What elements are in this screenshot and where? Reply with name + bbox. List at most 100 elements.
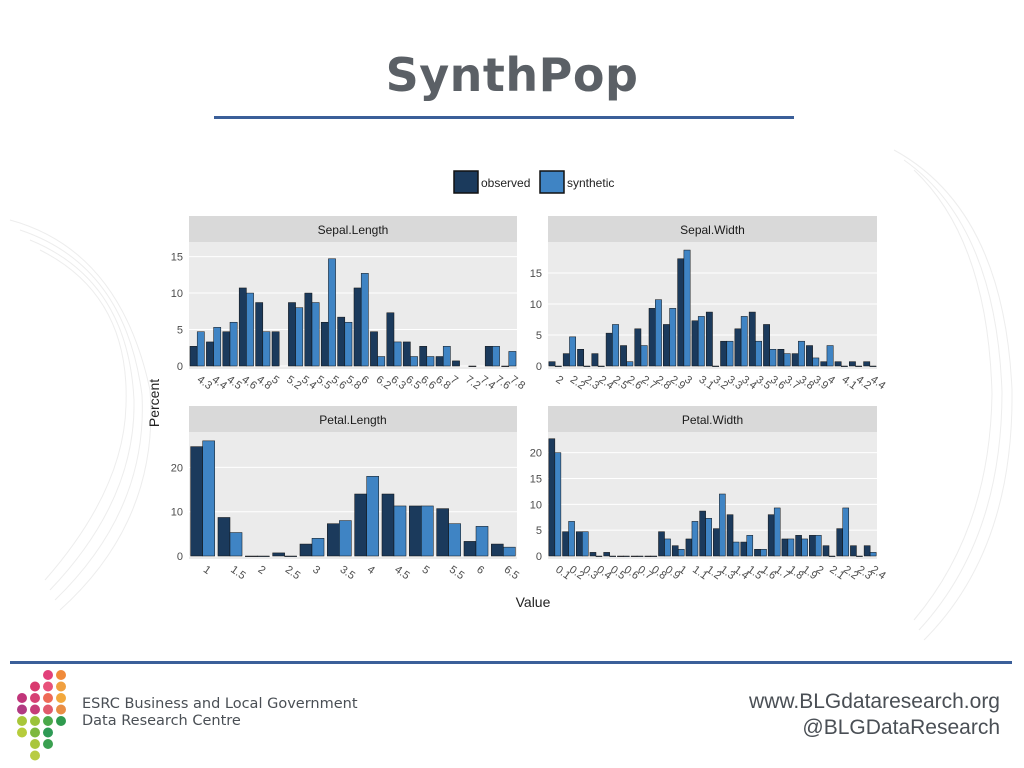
logo-dot: [30, 727, 40, 738]
bar-synthetic: [855, 365, 863, 367]
bar-observed: [589, 552, 597, 557]
bar-synthetic: [410, 356, 418, 367]
bar-observed: [630, 555, 638, 557]
logo-dot: [43, 693, 53, 703]
bar-synthetic: [442, 346, 451, 367]
bar-synthetic: [801, 538, 808, 557]
bar-observed: [605, 332, 613, 367]
x-tick-label: 5: [269, 374, 281, 387]
bar-observed: [402, 341, 411, 367]
bar-synthetic: [612, 324, 619, 367]
bar-synthetic: [636, 555, 644, 557]
bar-synthetic: [448, 523, 461, 557]
bar-observed: [288, 302, 296, 367]
bar-observed: [468, 365, 477, 367]
bar-synthetic: [554, 452, 562, 557]
bar-synthetic: [377, 356, 386, 367]
logo-dot: [56, 716, 66, 726]
logo-dot: [17, 716, 27, 726]
bar-synthetic: [393, 341, 402, 367]
x-tick-label: 4: [365, 564, 377, 577]
logo-dot: [30, 704, 40, 715]
x-tick-label: 6: [359, 374, 371, 387]
bar-observed: [271, 331, 280, 367]
twitter-handle[interactable]: @BLGDataResearch: [802, 716, 1000, 739]
bar-observed: [217, 517, 231, 557]
bar-observed: [272, 552, 285, 557]
bar-observed: [767, 514, 775, 557]
bar-synthetic: [812, 357, 820, 367]
bar-synthetic: [869, 365, 877, 367]
y-tick-label: 0: [177, 551, 183, 563]
panel-strip: [548, 216, 877, 242]
bar-synthetic: [569, 336, 577, 367]
y-tick-label: 0: [536, 551, 542, 563]
bar-observed: [850, 545, 857, 557]
x-tick-label: 4.4: [868, 374, 887, 393]
panel-strip: [189, 406, 517, 432]
bar-observed: [491, 543, 504, 557]
legend: observed synthetic: [453, 170, 614, 194]
y-tick-label: 15: [530, 474, 542, 486]
bar-synthetic: [683, 249, 691, 367]
x-tick-label: 2: [256, 564, 268, 577]
bar-synthetic: [623, 555, 630, 557]
x-tick-label: 2: [814, 564, 826, 577]
bar-observed: [337, 316, 346, 367]
bar-observed: [691, 320, 699, 367]
bar-observed: [777, 349, 785, 367]
panel-strip: [189, 216, 517, 242]
logo-dot: [30, 693, 40, 703]
bar-synthetic: [705, 518, 712, 557]
bar-synthetic: [595, 555, 603, 557]
bar-synthetic: [840, 365, 848, 367]
bar-observed: [575, 531, 583, 557]
bar-synthetic: [257, 555, 270, 557]
y-tick-label: 20: [171, 462, 183, 474]
legend-label-observed: observed: [481, 176, 530, 190]
x-tick-label: 2.4: [868, 564, 887, 583]
bar-observed: [677, 258, 685, 367]
panel-title: Sepal.Length: [318, 223, 389, 237]
y-tick-label: 5: [536, 525, 542, 537]
logo-dot: [17, 727, 27, 738]
bar-observed: [720, 340, 728, 367]
bar-synthetic: [826, 345, 834, 367]
bar-observed: [603, 552, 610, 557]
bar-synthetic: [568, 521, 575, 557]
panel-background: [189, 432, 517, 559]
bar-observed: [189, 346, 198, 367]
bar-synthetic: [311, 302, 320, 367]
bar-observed: [562, 353, 570, 367]
bar-synthetic: [246, 292, 254, 367]
bar-synthetic: [828, 555, 836, 557]
x-axis-title: Value: [516, 594, 551, 610]
logo-dot: [43, 727, 53, 738]
footer-divider: [10, 661, 1012, 664]
background-swirl-right: [893, 149, 1013, 641]
bar-synthetic: [554, 365, 562, 367]
logo-dot: [43, 670, 53, 680]
bar-observed: [634, 328, 642, 367]
x-tick-label: 4: [825, 374, 837, 387]
x-tick-label: 2: [553, 374, 565, 387]
logo-dot: [17, 704, 27, 715]
logo-dot: [56, 681, 66, 692]
x-tick-label: 4.5: [392, 564, 411, 583]
bar-synthetic: [664, 538, 671, 557]
org-name: ESRC Business and Local Government Data …: [82, 696, 358, 730]
bar-observed: [663, 324, 670, 367]
panel-title: Sepal.Width: [680, 223, 745, 237]
logo-dot: [17, 693, 27, 703]
logo-dot: [43, 739, 53, 749]
website-link[interactable]: www.BLGdataresearch.org: [749, 690, 1000, 713]
panel-petal-length: Petal.Length 0 10 20 1 1.5 2 2.5 3 3.5 4 4.5 5 5.5 6 6.…: [171, 406, 521, 582]
y-tick-label: 0: [536, 361, 542, 373]
bar-synthetic: [582, 531, 589, 557]
bar-observed: [740, 541, 748, 557]
y-tick-label: 5: [177, 325, 183, 337]
bar-synthetic: [311, 538, 325, 557]
blg-logo-dots: [17, 670, 66, 761]
bar-synthetic: [760, 549, 767, 557]
